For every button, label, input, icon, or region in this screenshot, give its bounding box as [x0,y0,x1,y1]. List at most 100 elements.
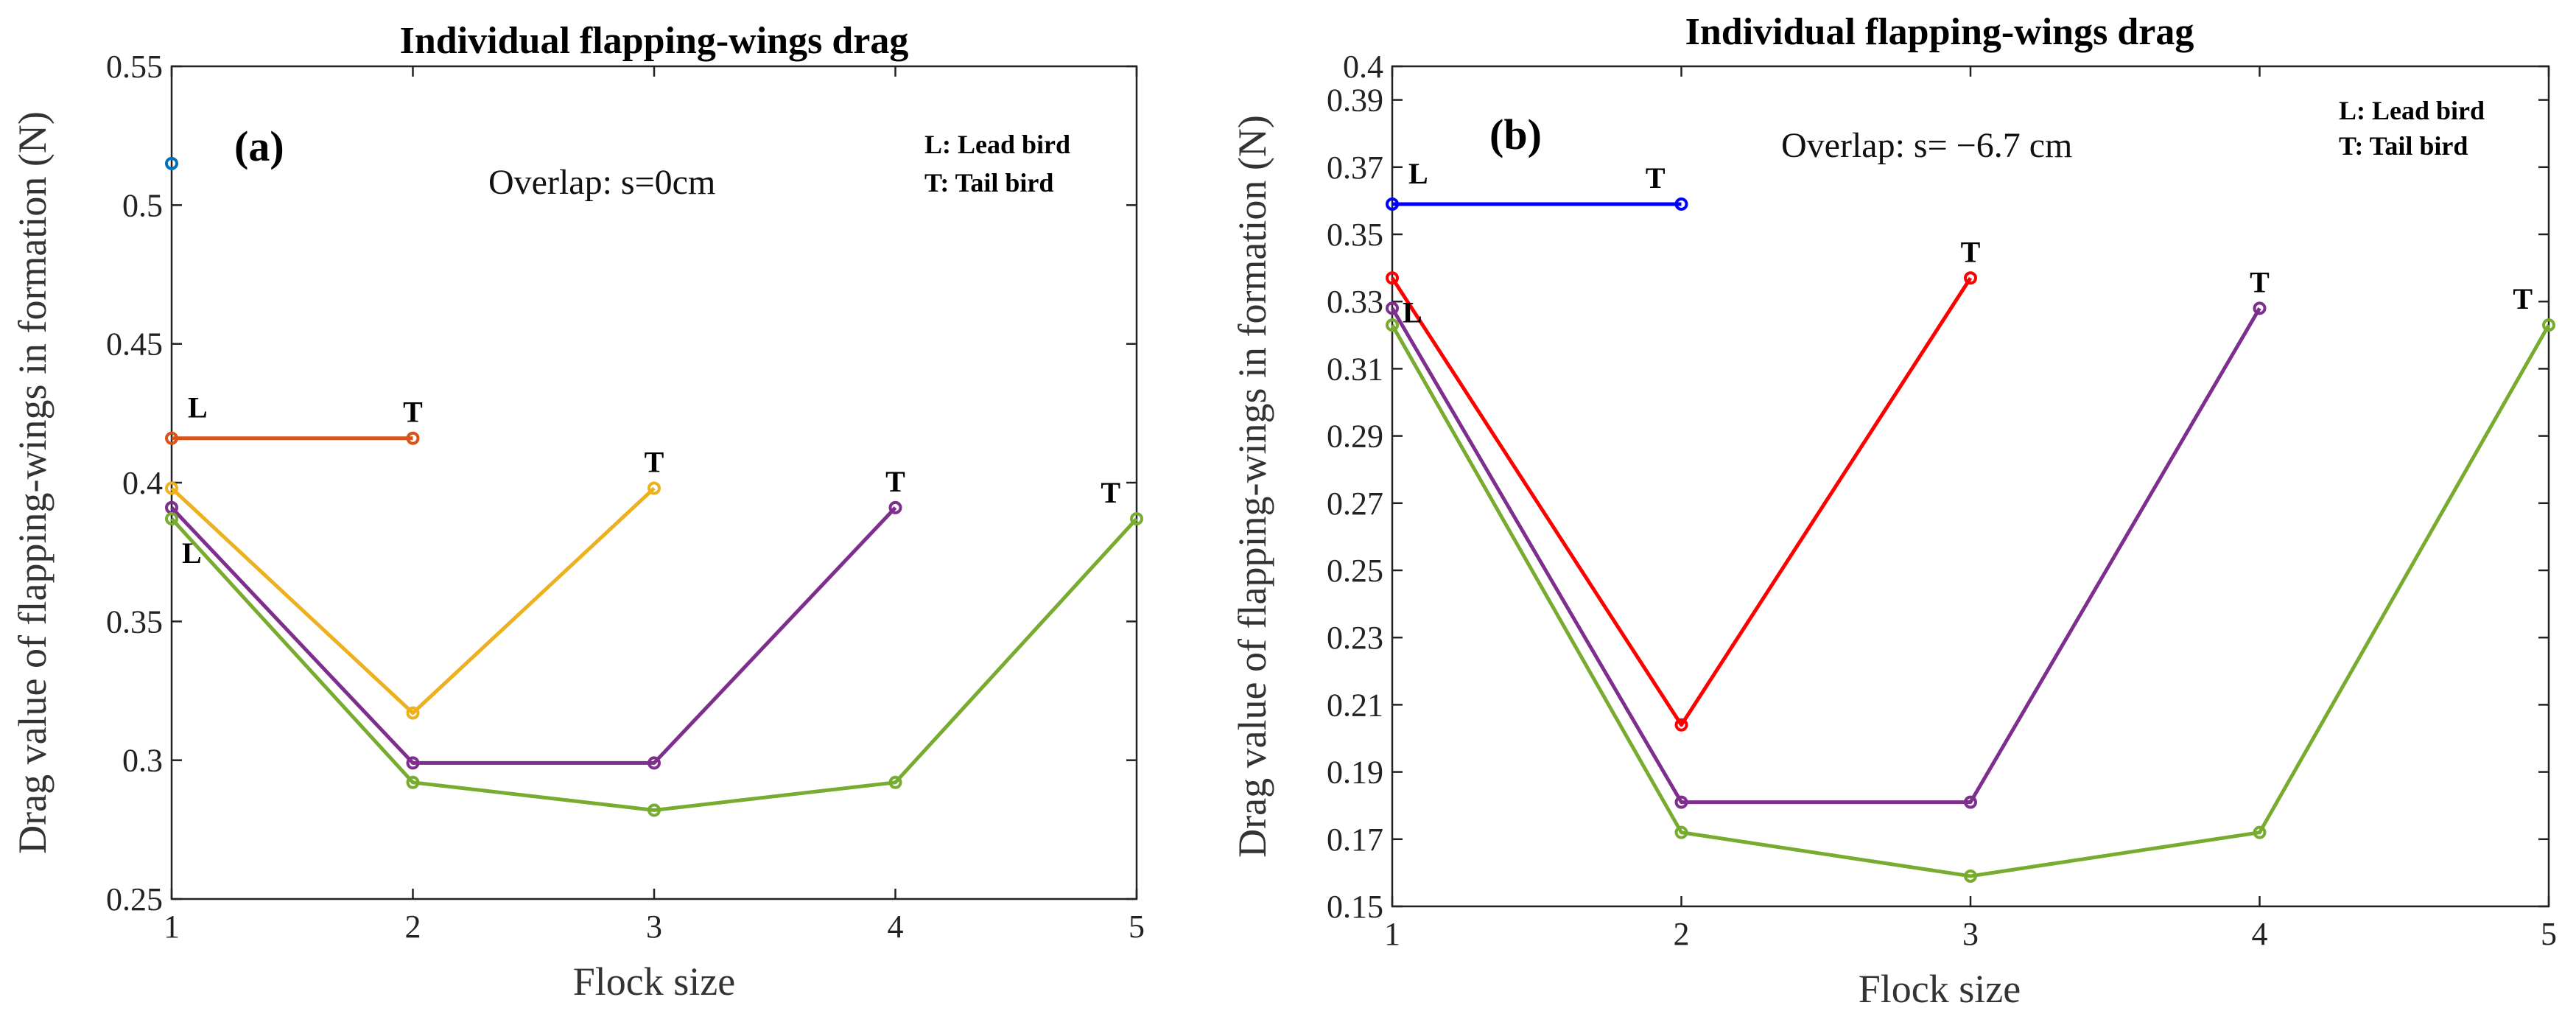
panel-a-series-line-3 [170,486,656,716]
panel-a-series-point [406,431,420,445]
panel-a-y-tick-label: 0.4 [122,465,163,501]
panel-a: Individual flapping-wings drag 1 2 3 4 5 0.25… [10,20,1145,1004]
panel-a-series-point [1130,511,1143,525]
panel-b-y-axis-label: Drag value of flapping-wings in formatio… [1230,115,1274,858]
panel-a-y-tick-label: 0.5 [122,187,163,223]
panel-a-point-label: T [1101,476,1120,509]
panel-b-point-label: L [1408,157,1428,190]
panel-b-x-tick-label: 5 [2541,916,2557,952]
panel-a-label: (a) [234,122,284,170]
panel-b-series-line-4 [1390,323,2551,878]
panel-b: Individual flapping-wings drag 1 2 3 4 5 0.15… [1230,11,2557,1011]
panel-b-series-point [1674,197,1688,211]
panel-a-point-label: T [885,465,905,498]
panel-b-legend-tail: T: Tail bird [2339,131,2468,161]
panel-a-overlap-annotation: Overlap: s=0cm [488,163,715,202]
panel-a-legend-tail: T: Tail bird [924,168,1053,197]
panel-b-y-tick-label: 0.37 [1327,150,1383,186]
panel-b-point-label: T [2250,265,2270,298]
panel-a-series-point [165,481,178,495]
panel-b-y-tick-label: 0.21 [1327,687,1383,723]
panel-a-series-line-5 [170,517,1138,812]
panel-a-series-point [165,156,178,170]
panel-b-point-label: T [2513,282,2533,315]
panel-a-title: Individual flapping-wings drag [400,20,909,62]
panel-b-y-tick-label: 0.35 [1327,217,1383,253]
panel-b-y-tick-label: 0.15 [1327,889,1383,925]
panel-b-y-tick-label: 0.25 [1327,553,1383,589]
panel-b-series [1386,197,2555,883]
panel-a-point-label: L [182,536,202,570]
panel-a-y-tick-label: 0.3 [122,743,163,779]
panel-b-point-label: T [1646,161,1666,195]
panel-a-series-point [165,511,178,525]
panel-a-x-tick-label: 5 [1129,909,1145,945]
panel-a-series-line-4 [170,506,897,765]
panel-b-series-point [1386,301,1399,315]
panel-b-series-line-3 [1390,307,2261,805]
panel-a-x-tick-label: 4 [888,909,904,945]
panel-a-series [165,156,1143,817]
panel-a-ticks: 1 2 3 4 5 0.25 0.3 0.35 0.4 0.45 0.5 0.55 [106,49,1145,945]
panel-a-x-axis-label: Flock size [573,959,735,1004]
panel-b-x-tick-label: 1 [1384,916,1400,952]
panel-b-series-point [1386,197,1399,211]
panel-a-series-point [406,775,420,789]
panel-b-y-tick-label: 0.19 [1327,755,1383,791]
panel-b-point-labels: L T L T T T [1403,157,2533,329]
panel-a-series-point [888,775,902,789]
panel-a-series-point [406,756,420,770]
panel-b-series-point [1674,795,1688,809]
panel-b-series-line-2 [1390,276,1973,727]
panel-b-y-tick-label: 0.17 [1327,822,1383,858]
panel-b-series-point [1964,869,1977,883]
panel-b-x-axis-label: Flock size [1859,967,2021,1011]
panel-b-title: Individual flapping-wings drag [1685,11,2194,53]
panel-b-plot-frame [1391,65,2550,908]
panel-a-point-labels: L T T T T L [182,391,1120,570]
panel-a-y-tick-label: 0.35 [106,604,163,640]
panel-b-series-point [1674,825,1688,839]
panel-b-y-tick-label: 0.29 [1327,419,1383,455]
panel-b-y-tick-label: 0.39 [1327,83,1383,119]
panel-b-label: (b) [1489,111,1542,158]
panel-a-series-point [406,706,420,720]
panel-b-series-point [1964,795,1977,809]
panel-b-legend-lead: L: Lead bird [2339,96,2485,125]
panel-b-series-point [1386,271,1399,285]
panel-a-point-label: T [645,446,664,479]
panel-a-point-label: L [188,391,208,424]
panel-a-series-point [647,756,661,770]
panel-a-series-point [888,500,902,514]
panel-b-x-tick-label: 4 [2252,916,2268,952]
panel-a-y-tick-label: 0.25 [106,881,163,917]
panel-b-series-point [1964,271,1977,285]
panel-b-point-label: L [1403,295,1422,329]
panel-b-y-tick-label: 0.31 [1327,351,1383,387]
panel-b-series-point [2253,301,2267,315]
panel-b-y-tick-label: 0.23 [1327,620,1383,656]
panel-a-series-point [165,431,178,445]
panel-b-y-tick-label: 0.33 [1327,284,1383,320]
panel-b-series-point [2542,318,2555,332]
panel-a-y-tick-label: 0.55 [106,49,163,85]
panel-a-x-tick-label: 3 [646,909,662,945]
panel-b-x-tick-label: 3 [1962,916,1979,952]
panel-a-y-axis-label: Drag value of flapping-wings in formatio… [10,111,55,854]
panel-a-series-point [647,803,661,817]
panel-a-point-label: T [403,396,423,429]
panel-a-y-tick-label: 0.45 [106,326,163,363]
panel-a-legend-lead: L: Lead bird [924,130,1070,159]
panel-b-overlap-annotation: Overlap: s= −6.7 cm [1781,126,2072,165]
panel-b-point-label: T [1961,235,1981,268]
panel-b-ticks: 1 2 3 4 5 0.15 0.17 0.19 0.21 0.23 0.25 0.27 0.29 0.3… [1327,49,2557,952]
panel-b-y-tick-label: 0.4 [1343,49,1383,85]
panel-b-series-point [1386,318,1399,332]
panel-b-x-tick-label: 2 [1674,916,1690,952]
panel-a-x-tick-label: 1 [164,909,180,945]
panel-b-series-point [1674,718,1688,732]
panel-b-series-point [2253,825,2267,839]
panel-b-y-tick-label: 0.27 [1327,486,1383,522]
panel-a-series-point [647,481,661,495]
